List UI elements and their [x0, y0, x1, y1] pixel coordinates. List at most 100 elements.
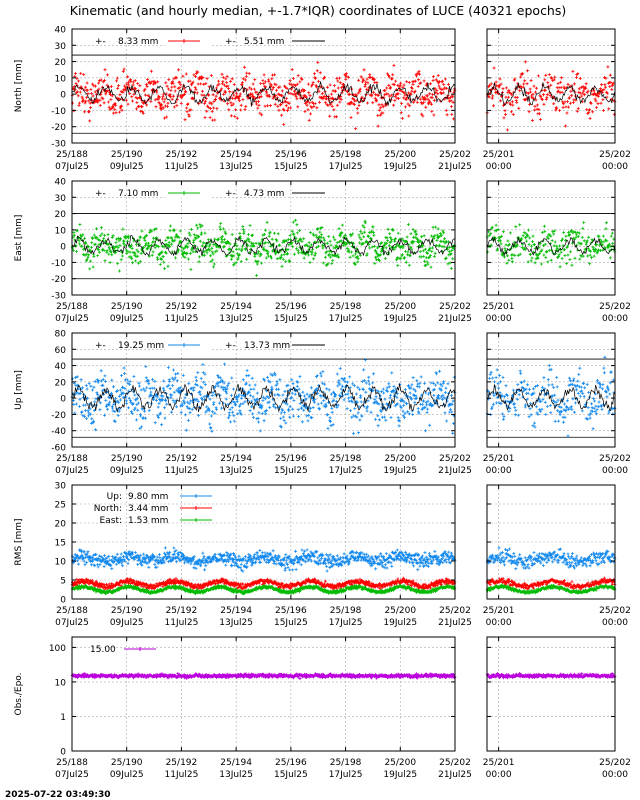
- y-tick-label: 25: [55, 501, 66, 511]
- y-axis-title: Obs./Epo.: [14, 673, 24, 716]
- x-tick-label: 25/194: [220, 454, 252, 464]
- x-tick-label: 25/192: [166, 454, 198, 464]
- x-tick-label-date: 13Jul25: [219, 314, 253, 324]
- x-tick-label: 25/201: [483, 454, 515, 464]
- x-tick-label: 25/192: [166, 758, 198, 768]
- rms-east-points: [70, 583, 457, 596]
- x-tick-label: 25/201: [483, 758, 515, 768]
- x-tick-label-date: 09Jul25: [110, 162, 144, 172]
- up-zoom-plot: 25/201 00:00 25/202 00:00: [483, 332, 631, 476]
- legend-prefix: +-: [95, 37, 106, 47]
- up-kinematic-points: [70, 358, 457, 435]
- north-hourly-median-line: [486, 82, 616, 106]
- legend-prefix: +-: [225, 189, 236, 199]
- x-tick-label: 25/194: [220, 302, 252, 312]
- x-tick-label-date: 09Jul25: [110, 314, 144, 324]
- legend-prefix: +-: [95, 341, 106, 351]
- x-tick-label-date: 00:00: [602, 770, 628, 780]
- north-main-plot: 25/188 07Jul25 25/190 09Jul25 25/192 11Jul25 2…: [55, 28, 472, 172]
- x-tick-label-date: 00:00: [602, 162, 628, 172]
- x-tick-label-date: 13Jul25: [219, 466, 253, 476]
- x-tick-label: 25/188: [56, 454, 88, 464]
- x-tick-label: 25/200: [384, 606, 416, 616]
- east-kinematic-points: [70, 218, 457, 277]
- y-tick-label: 0: [60, 395, 66, 405]
- legend-value: 13.73 mm: [244, 341, 290, 351]
- x-tick-label-date: 07Jul25: [55, 618, 89, 628]
- x-tick-label-date: 15Jul25: [274, 466, 308, 476]
- legend-prefix: +-: [225, 341, 236, 351]
- x-tick-label: 25/202: [439, 454, 471, 464]
- up-zoom-frame: [486, 332, 616, 448]
- east-hourly-median-line: [71, 235, 456, 257]
- x-tick-label: 25/201: [483, 302, 515, 312]
- y-tick-label: 30: [55, 482, 67, 492]
- x-tick-label-date: 00:00: [486, 314, 512, 324]
- x-tick-label-date: 00:00: [602, 466, 628, 476]
- x-tick-label: 25/196: [275, 606, 307, 616]
- legend-sample-marker: [182, 39, 186, 43]
- y-tick-label: 100: [49, 644, 66, 654]
- x-tick-label: 25/194: [220, 150, 252, 160]
- up-kinematic-points: [485, 355, 617, 438]
- east-main-plot: 25/188 07Jul25 25/190 09Jul25 25/192 11Jul25 2…: [55, 180, 472, 324]
- legend-value: 8.33 mm: [118, 37, 158, 47]
- obs-main-plot: 25/188 07Jul25 25/190 09Jul25 25/192 11Jul25 2…: [55, 636, 472, 780]
- obs-zoom-plot: 25/201 00:00 25/202 00:00: [483, 636, 631, 780]
- rms-points: [485, 546, 617, 595]
- y-tick-label: 20: [55, 520, 67, 530]
- y-tick-label: 10: [55, 558, 67, 568]
- x-tick-label: 25/196: [275, 758, 307, 768]
- rms-east-points: [485, 583, 617, 595]
- east-main-frame: [71, 180, 456, 296]
- panel-up: 25/188 07Jul25 25/190 09Jul25 25/192 11Jul25 2…: [14, 330, 631, 477]
- legend-sample-marker: [194, 494, 198, 498]
- x-tick-label-date: 21Jul25: [438, 162, 472, 172]
- x-tick-label-date: 17Jul25: [329, 770, 363, 780]
- y-tick-label: -10: [51, 107, 66, 117]
- rms-legend: Up: 9.80 mm North: 3.44 mm East: 1.53 mm: [94, 492, 212, 526]
- x-tick-label: 25/202: [599, 758, 631, 768]
- y-tick-label: 10: [55, 74, 67, 84]
- x-tick-label-date: 00:00: [486, 618, 512, 628]
- legend-value: 7.10 mm: [118, 189, 158, 199]
- y-tick-label: 30: [55, 42, 67, 52]
- y-tick-label: 20: [55, 210, 67, 220]
- east-points: [70, 218, 457, 277]
- rms-points: [70, 546, 457, 596]
- x-tick-label-date: 11Jul25: [165, 314, 199, 324]
- panel-obs: 25/188 07Jul25 25/190 09Jul25 25/192 11Jul25 2…: [14, 636, 631, 780]
- north-main-frame: [71, 28, 456, 144]
- y-axis-title: Up [mm]: [14, 370, 24, 410]
- panel-north: 25/188 07Jul25 25/190 09Jul25 25/192 11Jul25 2…: [14, 26, 631, 173]
- x-tick-label-date: 19Jul25: [383, 618, 417, 628]
- panel-rms: 25/188 07Jul25 25/190 09Jul25 25/192 11Jul25 2…: [14, 482, 631, 629]
- obs-points: [485, 672, 617, 680]
- north-zoom-frame: [486, 28, 616, 144]
- x-tick-label: 25/190: [111, 606, 143, 616]
- x-tick-label: 25/188: [56, 758, 88, 768]
- legend-sample-marker: [182, 191, 186, 195]
- x-tick-label: 25/202: [439, 302, 471, 312]
- y-tick-label: -60: [51, 444, 66, 454]
- x-tick-label-date: 19Jul25: [383, 770, 417, 780]
- legend-value: 1.53 mm: [128, 516, 168, 526]
- x-tick-label: 25/190: [111, 302, 143, 312]
- north-legend: +- 8.33 mm +- 5.51 mm: [95, 34, 325, 47]
- y-tick-label: 40: [55, 26, 67, 36]
- y-tick-label: 10: [55, 678, 67, 688]
- x-tick-label: 25/202: [439, 150, 471, 160]
- x-tick-label-date: 17Jul25: [329, 466, 363, 476]
- x-tick-label-date: 11Jul25: [165, 770, 199, 780]
- x-tick-label: 25/190: [111, 454, 143, 464]
- x-tick-label: 25/198: [330, 302, 362, 312]
- y-tick-label: -20: [51, 411, 66, 421]
- x-tick-label: 25/196: [275, 150, 307, 160]
- x-tick-label: 25/202: [439, 606, 471, 616]
- x-tick-label: 25/202: [599, 606, 631, 616]
- x-tick-label: 25/190: [111, 758, 143, 768]
- legend-bg: [165, 34, 210, 46]
- up-points: [70, 358, 457, 435]
- legend-label: North:: [94, 504, 122, 514]
